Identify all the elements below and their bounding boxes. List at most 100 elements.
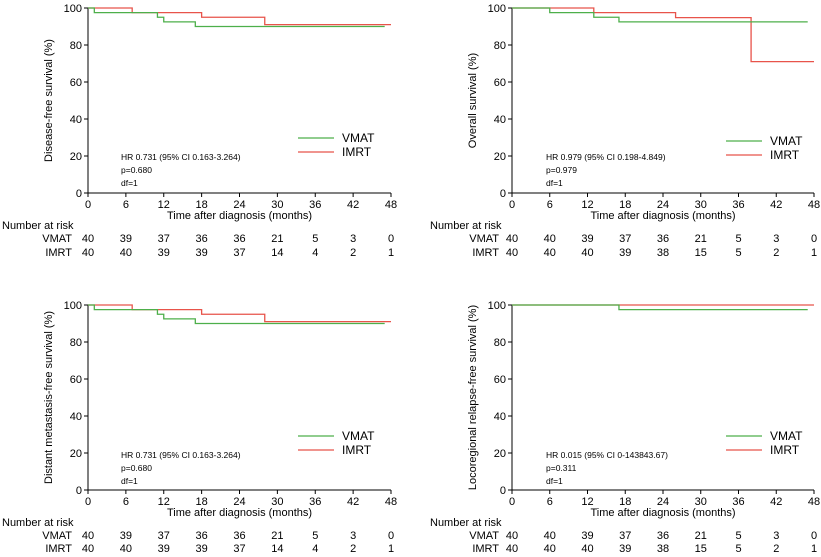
risk-count: 40 (544, 247, 556, 259)
x-tick-label: 48 (385, 496, 397, 508)
y-axis-label: Overall survival (%) (467, 53, 479, 148)
risk-count: 40 (506, 233, 518, 245)
risk-count: 4 (312, 543, 318, 555)
risk-count: 39 (120, 530, 132, 542)
x-tick-label: 36 (309, 496, 321, 508)
risk-count: 40 (82, 233, 94, 245)
x-axis-label: Time after diagnosis (months) (167, 210, 312, 222)
x-tick-label: 42 (770, 496, 782, 508)
y-tick-label: 80 (70, 40, 82, 52)
y-tick-label: 0 (76, 485, 82, 497)
risk-count: 40 (82, 543, 94, 555)
risk-count: 36 (233, 233, 245, 245)
stat-annotation: df=1 (121, 476, 138, 486)
x-axis-label: Time after diagnosis (months) (590, 210, 735, 222)
legend-label-imrt: IMRT (770, 443, 800, 457)
risk-count: 36 (657, 233, 669, 245)
y-axis-label: Locoregional relapse-free survival (%) (467, 305, 479, 490)
risk-count: 36 (233, 530, 245, 542)
x-tick-label: 30 (695, 496, 707, 508)
y-axis-label: Distant metastasis-free survival (%) (43, 311, 55, 484)
stat-annotation: HR 0.015 (95% CI 0-143843.67) (546, 450, 668, 460)
risk-count: 21 (695, 530, 707, 542)
x-axis-label: Time after diagnosis (months) (590, 507, 735, 519)
x-tick-label: 24 (657, 199, 669, 211)
x-tick-label: 24 (233, 199, 245, 211)
risk-count: 5 (735, 233, 741, 245)
risk-count: 36 (196, 530, 208, 542)
risk-count: 21 (271, 233, 283, 245)
risk-count: 5 (312, 233, 318, 245)
stat-annotation: HR 0.731 (95% CI 0.163-3.264) (121, 152, 241, 162)
y-tick-label: 0 (76, 188, 82, 200)
risk-count: 40 (544, 543, 556, 555)
risk-count: 40 (82, 247, 94, 259)
legend-label-imrt: IMRT (342, 443, 372, 457)
risk-row-label-vmat: VMAT (469, 530, 499, 542)
x-tick-label: 12 (158, 199, 170, 211)
x-tick-label: 12 (581, 199, 593, 211)
x-tick-label: 48 (808, 199, 820, 211)
x-tick-label: 12 (158, 496, 170, 508)
km-curve-imrt (512, 7, 814, 63)
risk-count: 15 (695, 247, 707, 259)
risk-count: 37 (619, 233, 631, 245)
x-tick-label: 6 (123, 199, 129, 211)
stat-annotation: HR 0.731 (95% CI 0.163-3.264) (121, 450, 241, 460)
risk-count: 40 (506, 530, 518, 542)
x-tick-label: 42 (347, 496, 359, 508)
y-tick-label: 100 (488, 300, 506, 312)
risk-count: 4 (312, 247, 318, 259)
y-tick-label: 20 (494, 151, 506, 163)
x-tick-label: 24 (657, 496, 669, 508)
risk-table-title: Number at risk (2, 220, 74, 232)
risk-row-label-vmat: VMAT (469, 233, 499, 245)
risk-count: 3 (350, 530, 356, 542)
risk-count: 2 (773, 543, 779, 555)
x-tick-label: 48 (385, 199, 397, 211)
stat-annotation: HR 0.979 (95% CI 0.198-4.849) (546, 152, 666, 162)
x-tick-label: 0 (85, 199, 91, 211)
risk-row-label-vmat: VMAT (42, 530, 72, 542)
x-tick-label: 18 (619, 199, 631, 211)
risk-count: 36 (657, 530, 669, 542)
risk-count: 38 (657, 543, 669, 555)
risk-count: 3 (773, 233, 779, 245)
legend-label-vmat: VMAT (342, 429, 375, 443)
risk-count: 1 (388, 247, 394, 259)
x-tick-label: 30 (271, 496, 283, 508)
risk-count: 14 (271, 247, 283, 259)
x-tick-label: 36 (309, 199, 321, 211)
y-tick-label: 40 (494, 411, 506, 423)
risk-count: 2 (350, 247, 356, 259)
risk-count: 37 (233, 247, 245, 259)
risk-count: 40 (581, 543, 593, 555)
risk-row-label-imrt: IMRT (472, 247, 499, 259)
x-tick-label: 0 (85, 496, 91, 508)
risk-count: 40 (506, 543, 518, 555)
risk-count: 0 (811, 233, 817, 245)
risk-table-title: Number at risk (2, 517, 74, 529)
stat-annotation: p=0.680 (121, 165, 152, 175)
y-tick-label: 20 (70, 151, 82, 163)
x-tick-label: 42 (347, 199, 359, 211)
y-tick-label: 100 (64, 300, 82, 312)
legend-label-vmat: VMAT (770, 429, 803, 443)
risk-row-label-imrt: IMRT (472, 543, 499, 555)
risk-row-label-vmat: VMAT (42, 233, 72, 245)
stat-annotation: p=0.979 (546, 165, 577, 175)
risk-count: 2 (773, 247, 779, 259)
stat-annotation: df=1 (546, 476, 563, 486)
risk-count: 0 (388, 233, 394, 245)
risk-count: 40 (544, 530, 556, 542)
risk-count: 40 (581, 247, 593, 259)
risk-count: 39 (619, 543, 631, 555)
legend-label-imrt: IMRT (770, 148, 800, 162)
risk-count: 37 (158, 233, 170, 245)
risk-count: 39 (120, 233, 132, 245)
x-tick-label: 24 (233, 496, 245, 508)
risk-count: 5 (735, 543, 741, 555)
